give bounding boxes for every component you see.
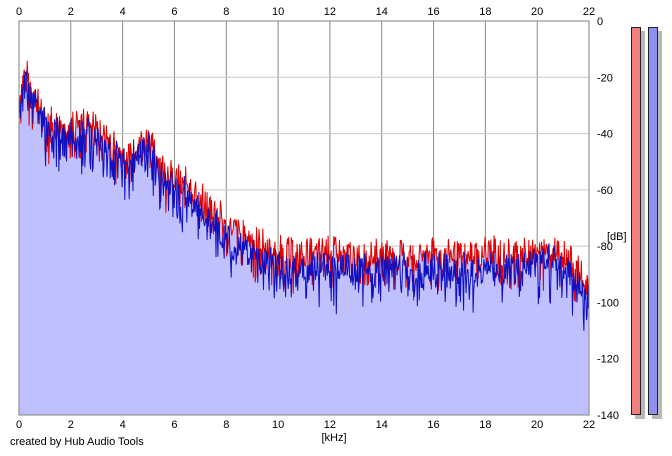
- x-tick-label-bottom: 0: [16, 419, 22, 431]
- x-tick-label-top: 2: [68, 6, 74, 18]
- x-tick-label-bottom: 20: [531, 419, 543, 431]
- x-tick-label-top: 16: [427, 6, 439, 18]
- x-tick-label-top: 4: [120, 6, 126, 18]
- x-tick-label-bottom: 18: [479, 419, 491, 431]
- x-tick-label-bottom: 14: [376, 419, 388, 431]
- y-tick-label: -20: [597, 72, 613, 84]
- right-channel-meter: [648, 27, 658, 415]
- y-tick-label: 0: [597, 16, 603, 28]
- x-tick-label-top: 18: [479, 6, 491, 18]
- x-tick-label-top: 10: [272, 6, 284, 18]
- y-tick-label: -120: [597, 354, 619, 366]
- x-tick-labels-bottom: 0 2 4 6 8 10 12 14 16 18 20 22: [16, 419, 595, 431]
- x-tick-label-top: 8: [223, 6, 229, 18]
- x-tick-label-top: 6: [171, 6, 177, 18]
- x-tick-label-top: 14: [376, 6, 388, 18]
- x-tick-label-bottom: 12: [324, 419, 336, 431]
- x-tick-label-bottom: 8: [223, 419, 229, 431]
- x-tick-label-top: 20: [531, 6, 543, 18]
- x-axis-label: [kHz]: [321, 432, 346, 444]
- y-tick-label: -140: [597, 410, 619, 422]
- footer-credit: created by Hub Audio Tools: [10, 436, 144, 448]
- spectrum-fill: [19, 60, 589, 416]
- x-tick-labels-top: 0 2 4 6 8 10 12 14 16 18 20 22: [16, 6, 595, 18]
- x-tick-label-bottom: 16: [427, 419, 439, 431]
- x-tick-label-top: 22: [583, 6, 595, 18]
- x-tick-label-bottom: 10: [272, 419, 284, 431]
- x-tick-label-bottom: 6: [171, 419, 177, 431]
- y-tick-label: -60: [597, 185, 613, 197]
- series-layer: [18, 60, 590, 331]
- left-channel-meter: [631, 27, 641, 415]
- left-channel-line: [18, 60, 590, 302]
- y-tick-labels: 0 -20 -40 -60 -80 -100 -120 -140: [597, 16, 619, 422]
- x-tick-label-bottom: 2: [68, 419, 74, 431]
- y-tick-label: -100: [597, 297, 619, 309]
- x-tick-label-bottom: 4: [120, 419, 126, 431]
- spectrum-area: [19, 60, 589, 416]
- y-tick-label: -40: [597, 129, 613, 141]
- x-tick-label-top: 0: [16, 6, 22, 18]
- y-tick-label: -80: [597, 241, 613, 253]
- plot-frame: [18, 20, 590, 416]
- right-channel-line: [18, 70, 590, 331]
- x-tick-label-top: 12: [324, 6, 336, 18]
- y-axis-label: [dB]: [607, 231, 627, 243]
- x-tick-label-bottom: 22: [583, 419, 595, 431]
